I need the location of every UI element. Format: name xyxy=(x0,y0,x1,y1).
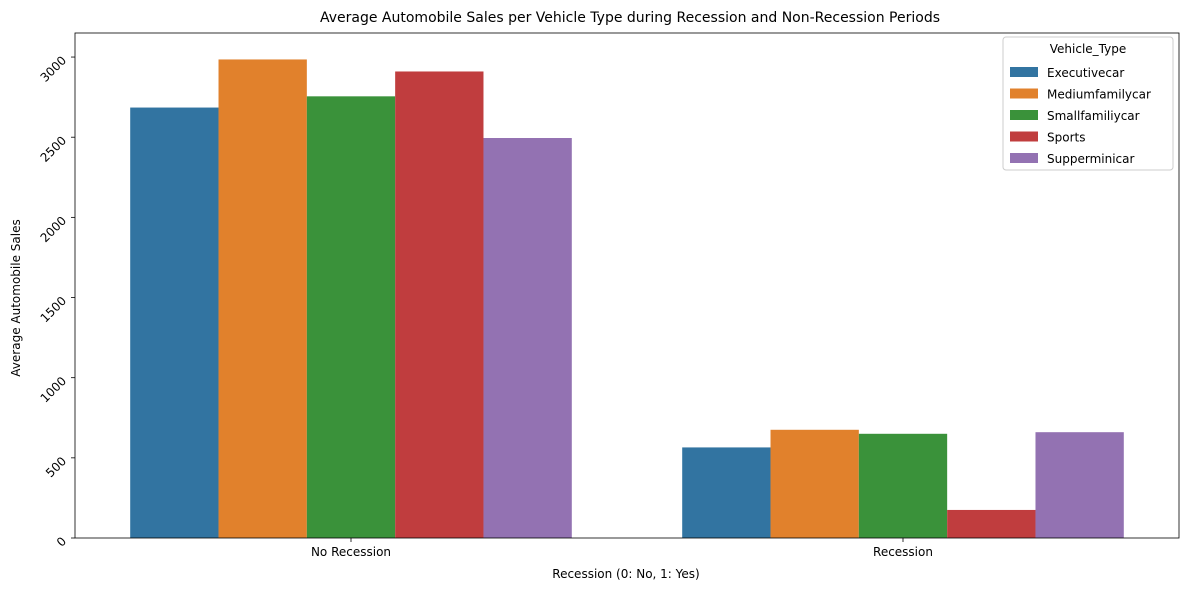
legend-swatch-smallfamiliycar xyxy=(1010,110,1038,120)
bar-executivecar-no-recession xyxy=(130,107,219,539)
x-tick-label: Recession xyxy=(873,545,933,559)
legend: Vehicle_Type Executivecar Mediumfamilycar S… xyxy=(1002,36,1174,171)
legend-swatch-mediumfamilycar xyxy=(1010,88,1038,99)
y-ticks-group: 0 500 1000 1500 2000 2500 3000 xyxy=(38,53,75,550)
y-tick-label: 2000 xyxy=(38,214,69,245)
legend-title: Vehicle_Type xyxy=(1050,42,1126,56)
chart-title: Average Automobile Sales per Vehicle Typ… xyxy=(320,10,940,26)
y-tick-label: 1500 xyxy=(38,294,69,325)
bar-sports-no-recession xyxy=(395,71,484,538)
legend-box xyxy=(1002,36,1174,171)
bar-supperminicar-recession xyxy=(1035,432,1124,538)
bar-smallfamiliycar-no-recession xyxy=(306,96,396,539)
plot-frame xyxy=(74,32,1180,539)
y-tick-label: 3000 xyxy=(38,53,69,84)
y-axis-label: Average Automobile Sales xyxy=(9,219,23,376)
legend-label-supperminicar: Supperminicar xyxy=(1047,152,1134,166)
bar-smallfamiliycar-recession xyxy=(858,433,948,538)
bar-executivecar-recession xyxy=(682,447,771,538)
y-tick-label: 2500 xyxy=(38,133,69,164)
bars-group xyxy=(130,59,1124,539)
y-tick-label: 1000 xyxy=(38,374,69,405)
legend-label-executivecar: Executivecar xyxy=(1047,66,1124,80)
bar-mediumfamilycar-no-recession xyxy=(218,59,307,538)
bar-sports-recession xyxy=(947,509,1036,538)
legend-label-sports: Sports xyxy=(1047,131,1085,145)
x-tick-label: No Recession xyxy=(311,545,391,559)
bar-mediumfamilycar-recession xyxy=(770,429,859,538)
legend-label-mediumfamilycar: Mediumfamilycar xyxy=(1047,88,1151,102)
y-tick-label: 0 xyxy=(54,534,69,549)
legend-swatch-supperminicar xyxy=(1010,153,1038,163)
y-tick-label: 500 xyxy=(43,454,69,480)
x-axis-label: Recession (0: No, 1: Yes) xyxy=(552,567,699,581)
legend-label-smallfamiliycar: Smallfamiliycar xyxy=(1047,109,1140,123)
legend-swatch-executivecar xyxy=(1010,67,1038,77)
axes-group xyxy=(74,32,1180,539)
x-ticks-group: No Recession Recession xyxy=(311,538,933,559)
bar-supperminicar-no-recession xyxy=(483,138,572,538)
legend-swatch-sports xyxy=(1010,131,1038,142)
